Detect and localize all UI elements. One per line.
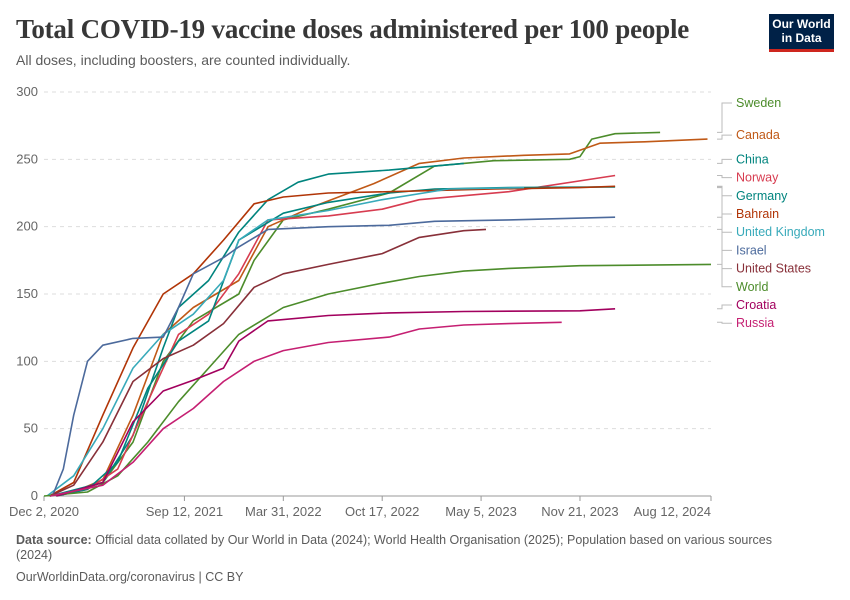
- series-line-bahrain: [49, 185, 616, 497]
- legend-connector: [717, 216, 732, 251]
- y-tick-label: 250: [16, 151, 38, 166]
- chart-title: Total COVID-19 vaccine doses administere…: [16, 14, 690, 44]
- legend-connector: [717, 158, 732, 164]
- legend-connector: [717, 263, 732, 288]
- x-tick-label: Aug 12, 2024: [634, 504, 711, 519]
- legend-label-united-states: United States: [736, 262, 811, 276]
- legend-connector: [717, 102, 732, 133]
- y-tick-label: 300: [16, 84, 38, 99]
- y-tick-label: 150: [16, 286, 38, 301]
- legend-label-russia: Russia: [736, 316, 774, 330]
- x-tick-label: May 5, 2023: [445, 504, 517, 519]
- series-line-united-kingdom: [46, 186, 525, 497]
- legend-label-bahrain: Bahrain: [736, 207, 779, 221]
- y-tick-label: 50: [24, 421, 38, 436]
- y-tick-label: 200: [16, 219, 38, 234]
- owid-logo[interactable]: Our World in Data: [769, 14, 834, 52]
- source-text: Official data collated by Our World in D…: [16, 533, 772, 562]
- legend-label-sweden: Sweden: [736, 96, 781, 110]
- legend-connector: [717, 187, 732, 233]
- legend-connector: [717, 185, 732, 215]
- series-line-russia: [50, 321, 562, 497]
- legend-label-israel: Israel: [736, 243, 767, 257]
- x-tick-label: Sep 12, 2021: [146, 504, 223, 519]
- site-link[interactable]: OurWorldinData.org/coronavirus: [16, 570, 196, 584]
- series-line-israel: [51, 216, 616, 497]
- legend-label-germany: Germany: [736, 189, 788, 203]
- line-chart: 0 50 100 150 200 250 300 Dec 2, 2020 Sep 12, 202…: [9, 84, 825, 519]
- license-link[interactable]: CC BY: [205, 570, 244, 584]
- legend-label-croatia: Croatia: [736, 298, 776, 312]
- x-tick-label: Dec 2, 2020: [9, 504, 79, 519]
- source-label: Data source:: [16, 533, 92, 547]
- legend-label-norway: Norway: [736, 171, 779, 185]
- logo-line-1: Our World: [772, 17, 831, 31]
- legend-connector: [717, 304, 732, 310]
- data-source-note: Data source: Official data collated by O…: [16, 533, 806, 563]
- legend-label-canada: Canada: [736, 128, 780, 142]
- legend-label-china: China: [736, 152, 769, 166]
- legend-connector: [717, 228, 732, 270]
- series-line-norway: [56, 174, 616, 497]
- legend-connector: [717, 321, 732, 324]
- x-tick-label: Nov 21, 2023: [541, 504, 618, 519]
- y-tick-label: 0: [31, 488, 38, 503]
- y-tick-label: 100: [16, 353, 38, 368]
- footer-separator: |: [195, 570, 206, 584]
- legend-connector: [717, 186, 732, 197]
- legend-connector: [717, 175, 732, 179]
- legend-label-world: World: [736, 280, 768, 294]
- logo-accent-bar: [769, 49, 834, 52]
- series-line-croatia: [56, 308, 616, 497]
- footer: OurWorldinData.org/coronavirus | CC BY: [16, 570, 243, 584]
- legend-connector: [717, 134, 732, 140]
- series-line-united-states: [49, 228, 487, 497]
- series-line-china: [50, 162, 464, 497]
- x-tick-label: Mar 31, 2022: [245, 504, 322, 519]
- legend-label-united-kingdom: United Kingdom: [736, 225, 825, 239]
- x-tick-label: Oct 17, 2022: [345, 504, 419, 519]
- logo-line-2: in Data: [781, 31, 822, 45]
- series-line-world: [43, 263, 712, 497]
- chart-subtitle: All doses, including boosters, are count…: [16, 52, 351, 68]
